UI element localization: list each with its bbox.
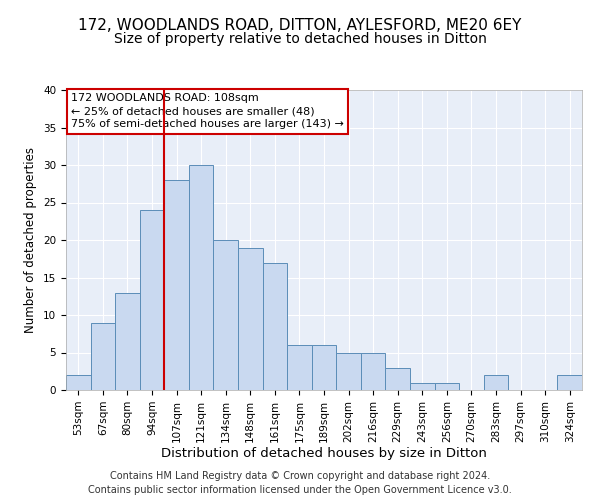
Text: Size of property relative to detached houses in Ditton: Size of property relative to detached ho… — [113, 32, 487, 46]
Bar — [189, 165, 214, 390]
Bar — [115, 292, 140, 390]
Bar — [164, 180, 189, 390]
Text: 172 WOODLANDS ROAD: 108sqm
← 25% of detached houses are smaller (48)
75% of semi: 172 WOODLANDS ROAD: 108sqm ← 25% of deta… — [71, 93, 344, 130]
Bar — [140, 210, 164, 390]
X-axis label: Distribution of detached houses by size in Ditton: Distribution of detached houses by size … — [161, 448, 487, 460]
Bar — [263, 262, 287, 390]
Text: 172, WOODLANDS ROAD, DITTON, AYLESFORD, ME20 6EY: 172, WOODLANDS ROAD, DITTON, AYLESFORD, … — [79, 18, 521, 32]
Text: Contains HM Land Registry data © Crown copyright and database right 2024.
Contai: Contains HM Land Registry data © Crown c… — [88, 471, 512, 495]
Y-axis label: Number of detached properties: Number of detached properties — [25, 147, 37, 333]
Bar — [361, 352, 385, 390]
Bar — [66, 375, 91, 390]
Bar — [557, 375, 582, 390]
Bar — [434, 382, 459, 390]
Bar — [484, 375, 508, 390]
Bar — [287, 345, 312, 390]
Bar — [336, 352, 361, 390]
Bar — [312, 345, 336, 390]
Bar — [91, 322, 115, 390]
Bar — [214, 240, 238, 390]
Bar — [385, 368, 410, 390]
Bar — [410, 382, 434, 390]
Bar — [238, 248, 263, 390]
